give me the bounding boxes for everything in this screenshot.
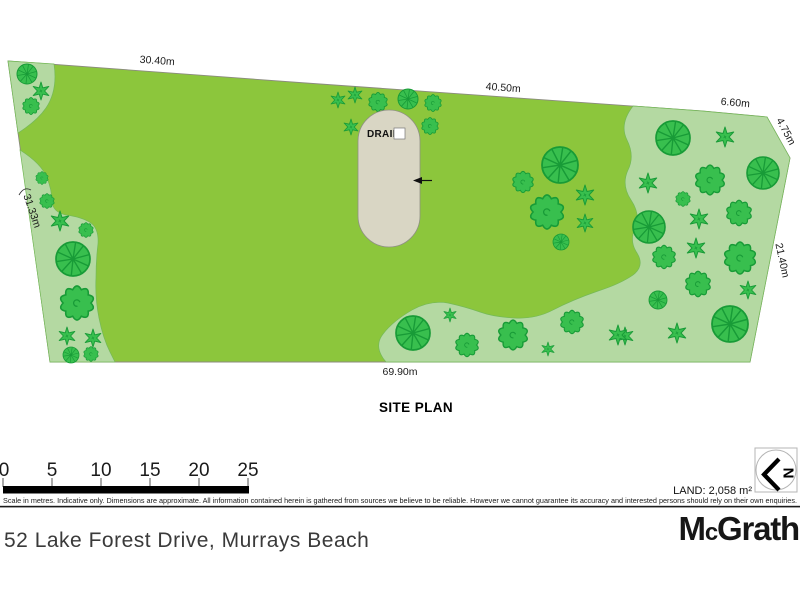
scale-bar: 0 5 10 15 20 25 (0, 460, 259, 494)
blob-tree-icon (652, 244, 676, 270)
dim-bottom: 69.90m (382, 366, 417, 378)
scale-tick-label: 0 (0, 460, 9, 481)
round-tree-icon (395, 315, 431, 351)
scale-bar-ticks (2, 478, 249, 487)
logo-part: M (679, 510, 705, 547)
blob-tree-icon (498, 319, 528, 351)
logo-part: c (705, 519, 718, 546)
scale-tick-label: 10 (90, 460, 111, 481)
blob-tree-icon (455, 332, 479, 358)
round-tree-icon (62, 346, 80, 364)
disclaimer-text: Scale in metres. Indicative only. Dimens… (3, 496, 797, 505)
blob-tree-icon (35, 171, 49, 185)
blob-tree-icon (59, 285, 95, 321)
blob-tree-icon (726, 199, 752, 227)
round-tree-icon (541, 146, 579, 184)
blob-tree-icon (78, 222, 94, 238)
drain-label: DRAIN (367, 129, 400, 140)
blob-tree-icon (368, 91, 388, 113)
round-tree-icon (55, 241, 91, 277)
dim-right: 21.40m (772, 242, 791, 279)
scale-tick-label: 5 (47, 460, 58, 481)
scale-tick-label: 25 (237, 460, 258, 481)
lot-parcel: DRAIN 30.40m 40.50m 6.60m 4.75m 21.40m 3… (7, 54, 798, 378)
round-tree-icon (746, 156, 780, 190)
curve-mark-icon (18, 188, 32, 196)
blob-tree-icon (685, 270, 711, 298)
round-tree-icon (552, 233, 570, 251)
property-address: 52 Lake Forest Drive, Murrays Beach (4, 529, 369, 552)
round-tree-icon (16, 63, 38, 85)
drain-pit-square (393, 127, 406, 140)
north-letter: N (780, 468, 797, 479)
scale-tick-label: 15 (139, 460, 160, 481)
scale-bar-rule (3, 486, 249, 494)
dim-top-mid: 40.50m (485, 81, 521, 95)
blob-tree-icon (529, 194, 565, 230)
garden-bed-right (378, 105, 791, 363)
mcgrath-logo: McGrath (679, 510, 800, 547)
blob-tree-icon (512, 170, 534, 194)
dim-top-right: 6.60m (720, 96, 750, 111)
blob-tree-icon (424, 94, 442, 112)
page-title: SITE PLAN (379, 400, 453, 415)
dim-top-left: 30.40m (139, 54, 175, 68)
round-tree-icon (632, 210, 666, 244)
blob-tree-icon (675, 191, 691, 207)
round-tree-icon (655, 120, 691, 156)
land-area-label: LAND: 2,058 m² (673, 485, 752, 497)
divider-line (0, 505, 800, 508)
scale-tick-label: 20 (188, 460, 209, 481)
logo-part: Grath (717, 510, 799, 547)
blob-tree-icon (421, 117, 439, 135)
blob-tree-icon (22, 97, 40, 115)
round-tree-icon (397, 88, 419, 110)
blob-tree-icon (695, 164, 725, 196)
blob-tree-icon (723, 241, 757, 275)
drain-arrow-icon (413, 177, 432, 184)
north-arrow-icon: N (754, 447, 798, 493)
round-tree-icon (648, 290, 668, 310)
blob-tree-icon (39, 193, 55, 209)
blob-tree-icon (560, 309, 584, 335)
round-tree-icon (711, 305, 749, 343)
blob-tree-icon (83, 346, 99, 362)
